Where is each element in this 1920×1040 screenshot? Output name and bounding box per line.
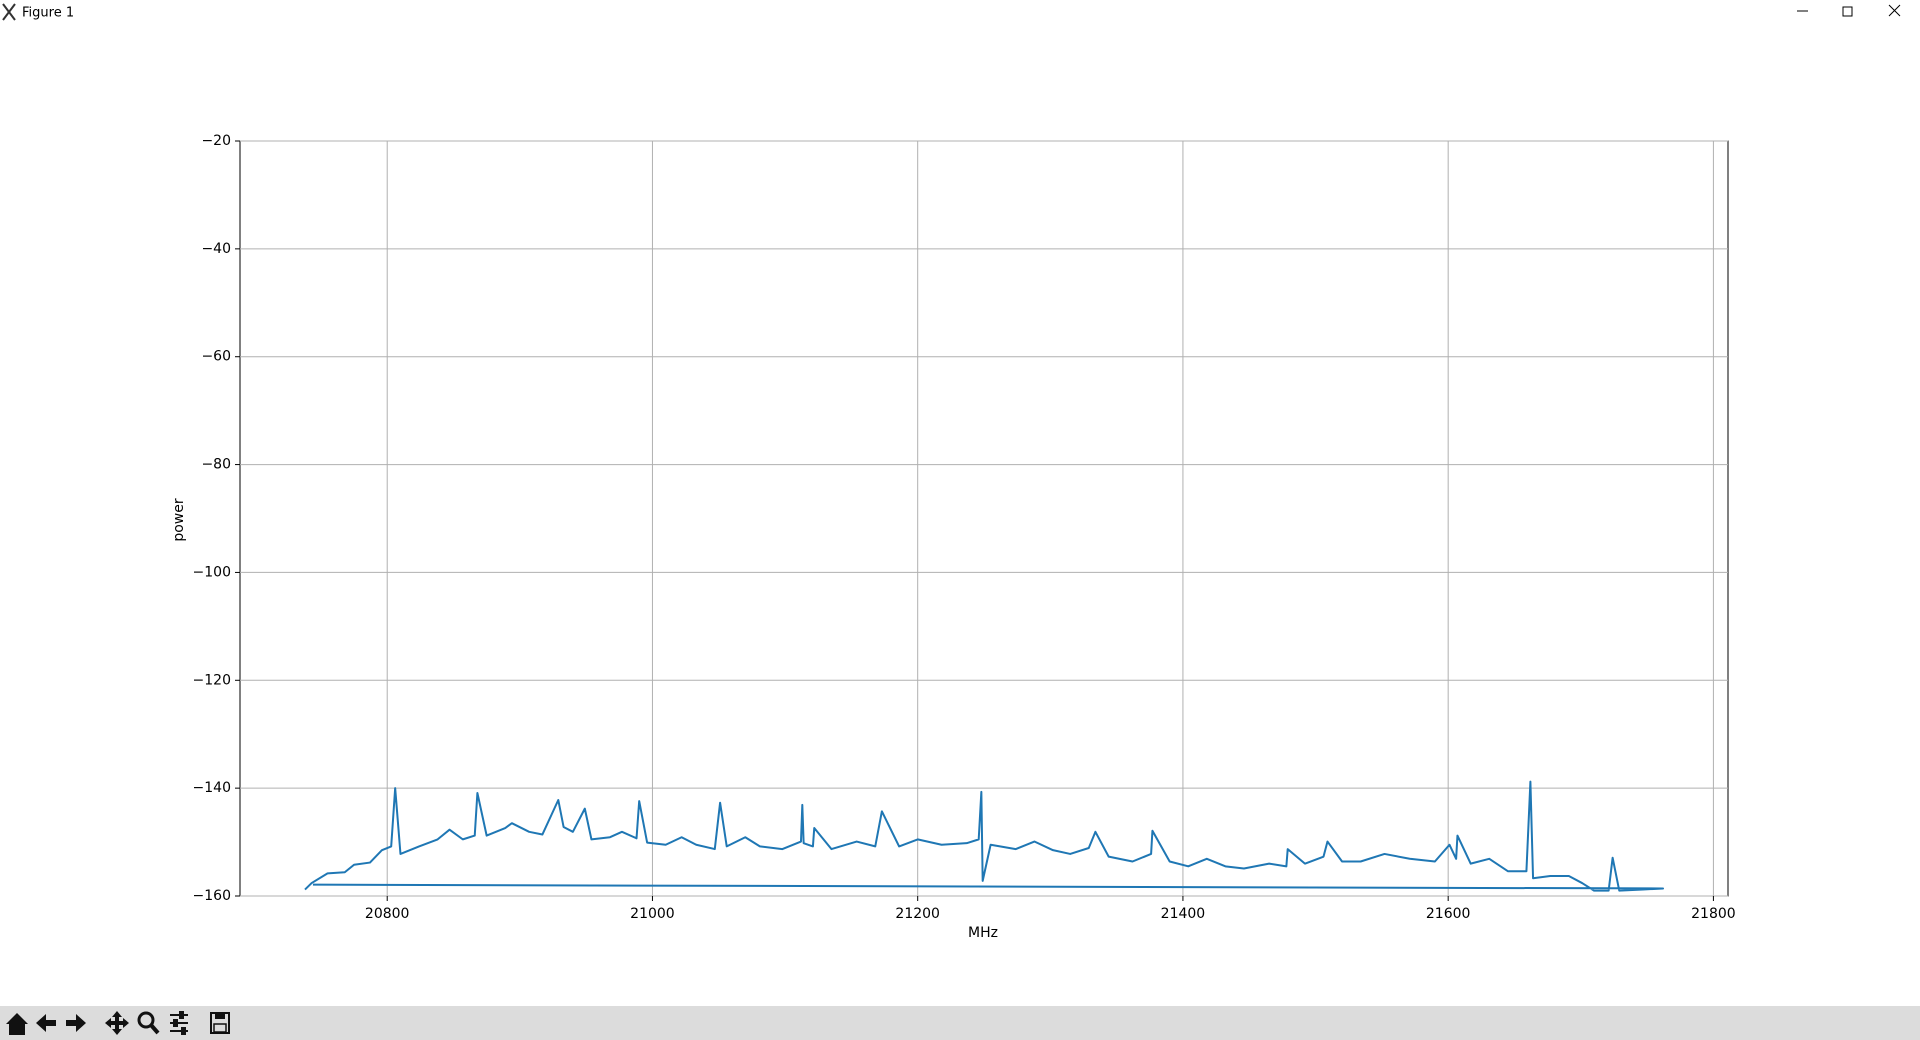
x-tick-label: 21600 [1426, 906, 1471, 922]
title-bar: Figure 1 [2, 3, 1901, 21]
toolbar-background [0, 1006, 1920, 1040]
toolbar [0, 1006, 1920, 1040]
zoom-button[interactable] [137, 1011, 160, 1035]
save-button[interactable] [210, 1012, 230, 1034]
pan-button[interactable] [105, 1011, 129, 1035]
y-tick-label: −80 [201, 457, 231, 473]
configure-button[interactable] [170, 1011, 188, 1035]
y-tick-label: −120 [193, 672, 231, 688]
x-tick-label: 21800 [1691, 906, 1736, 922]
back-button[interactable] [36, 1014, 56, 1032]
forward-button[interactable] [66, 1014, 86, 1032]
y-tick-label: −20 [201, 133, 231, 149]
restore-button[interactable] [1842, 6, 1853, 17]
x-tick-label: 20800 [365, 906, 410, 922]
x-tick-label: 21200 [895, 906, 940, 922]
x-tick-label: 21400 [1161, 906, 1206, 922]
home-button[interactable] [6, 1013, 28, 1035]
x-axis-label: MHz [968, 925, 998, 941]
y-tick-label: −140 [193, 780, 231, 796]
app-icon [2, 3, 16, 21]
x-tick-label: 21000 [630, 906, 675, 922]
y-tick-label: −40 [201, 241, 231, 257]
data-line [304, 780, 1665, 892]
window-title: Figure 1 [22, 6, 74, 21]
y-tick-label: −100 [193, 564, 231, 580]
y-axis-label: power [171, 498, 187, 542]
y-tick-label: −160 [193, 888, 231, 904]
close-button[interactable] [1888, 4, 1901, 17]
y-tick-label: −60 [201, 349, 231, 365]
